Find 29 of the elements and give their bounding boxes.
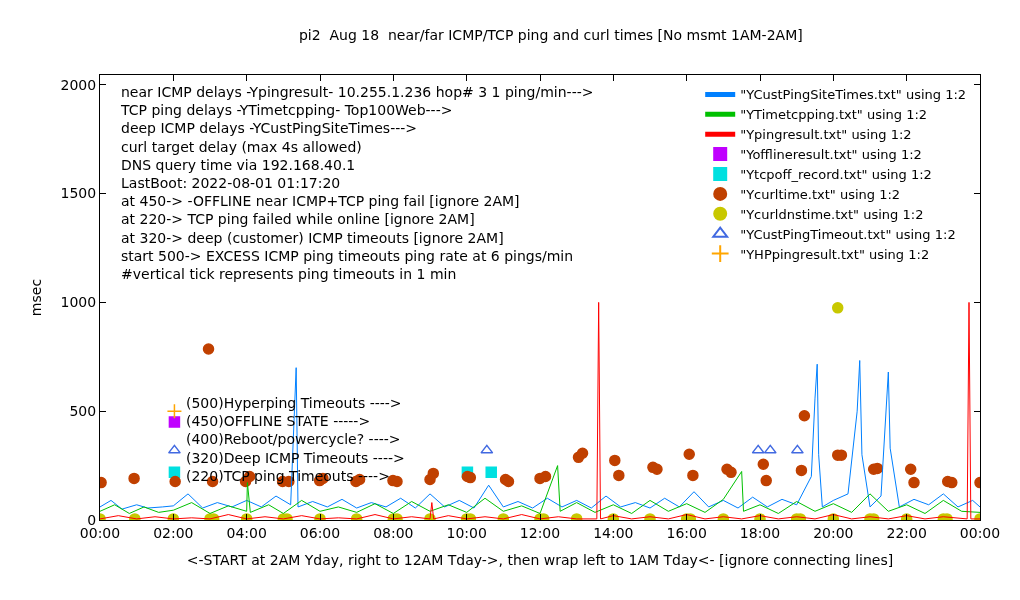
legend-label: "YCustPingSiteTimes.txt" using 1:2 [740, 87, 967, 103]
text: near ICMP delays -Ypingresult- 10.255.1.236 hop# 3 1 ping/min---> TCP ping delays -YTimetcpping- Top100Web---> deep ICMP delays -YCustPingSiteTimes---> curl target delay (max 4s allowed) DNS query time via 192.168.40.1 LastBoot: 2022-08-01 01:17:20 at 450-> -OFFLINE near ICMP+TCP ping fail [ignore 2AM] at 220-> TCP ping failed while online [ignore 2AM] at 320-> deep (customer) ICMP timeouts [ignore 2AM] start 500-> EXCESS ICMP ping timeouts ping rate at 6 pings/min #vertical tick represents ping timeouts in 1 min [121, 84, 594, 282]
x-tick-label: 04:00 [226, 524, 267, 541]
legend-label: "YTimetcpping.txt" using 1:2 [740, 107, 928, 123]
x-tick-label: 06:00 [299, 524, 341, 541]
legend-label: "YHPpingresult.txt" using 1:2 [740, 246, 930, 262]
legend-label: "Ytcpoff_record.txt" using 1:2 [740, 167, 932, 183]
legend-label: "Yofflineresult.txt" using 1:2 [740, 147, 922, 163]
x-tick-label: 02:00 [153, 524, 194, 541]
x-axis-title: <-START at 2AM Yday, right to 12AM Tday->, then wrap left to 1AM Tday<- [ignore connecting lines] [186, 552, 894, 569]
x-tick-label: 08:00 [373, 524, 414, 541]
y-tick-label: 1000 [60, 294, 97, 311]
y-axis-title: msec [28, 278, 45, 317]
y-tick-label: 500 [69, 403, 97, 420]
x-tick-label: 16:00 [666, 524, 707, 541]
x-tick-label: 14:00 [593, 524, 634, 541]
x-tick-label: 10:00 [446, 524, 487, 541]
x-tick-label: 00:00 [959, 524, 1001, 541]
legend-label: "Ycurldnstime.txt" using 1:2 [740, 206, 924, 222]
legend-label: "YCustPingTimeout.txt" using 1:2 [740, 226, 956, 242]
x-tick-label: 12:00 [519, 524, 561, 541]
x-tick-label: 18:00 [739, 524, 781, 541]
y-tick-label: 2000 [60, 76, 97, 93]
x-tick-label: 20:00 [813, 524, 854, 541]
legend-label: "Ypingresult.txt" using 1:2 [740, 127, 912, 143]
x-tick-label: 22:00 [886, 524, 927, 541]
y-tick-label: 1500 [60, 185, 97, 202]
legend-label: "Ycurltime.txt" using 1:2 [740, 186, 901, 202]
chart-title: pi2 Aug 18 near/far ICMP/TCP ping and curl times [No msmt 1AM-2AM] [298, 26, 803, 43]
